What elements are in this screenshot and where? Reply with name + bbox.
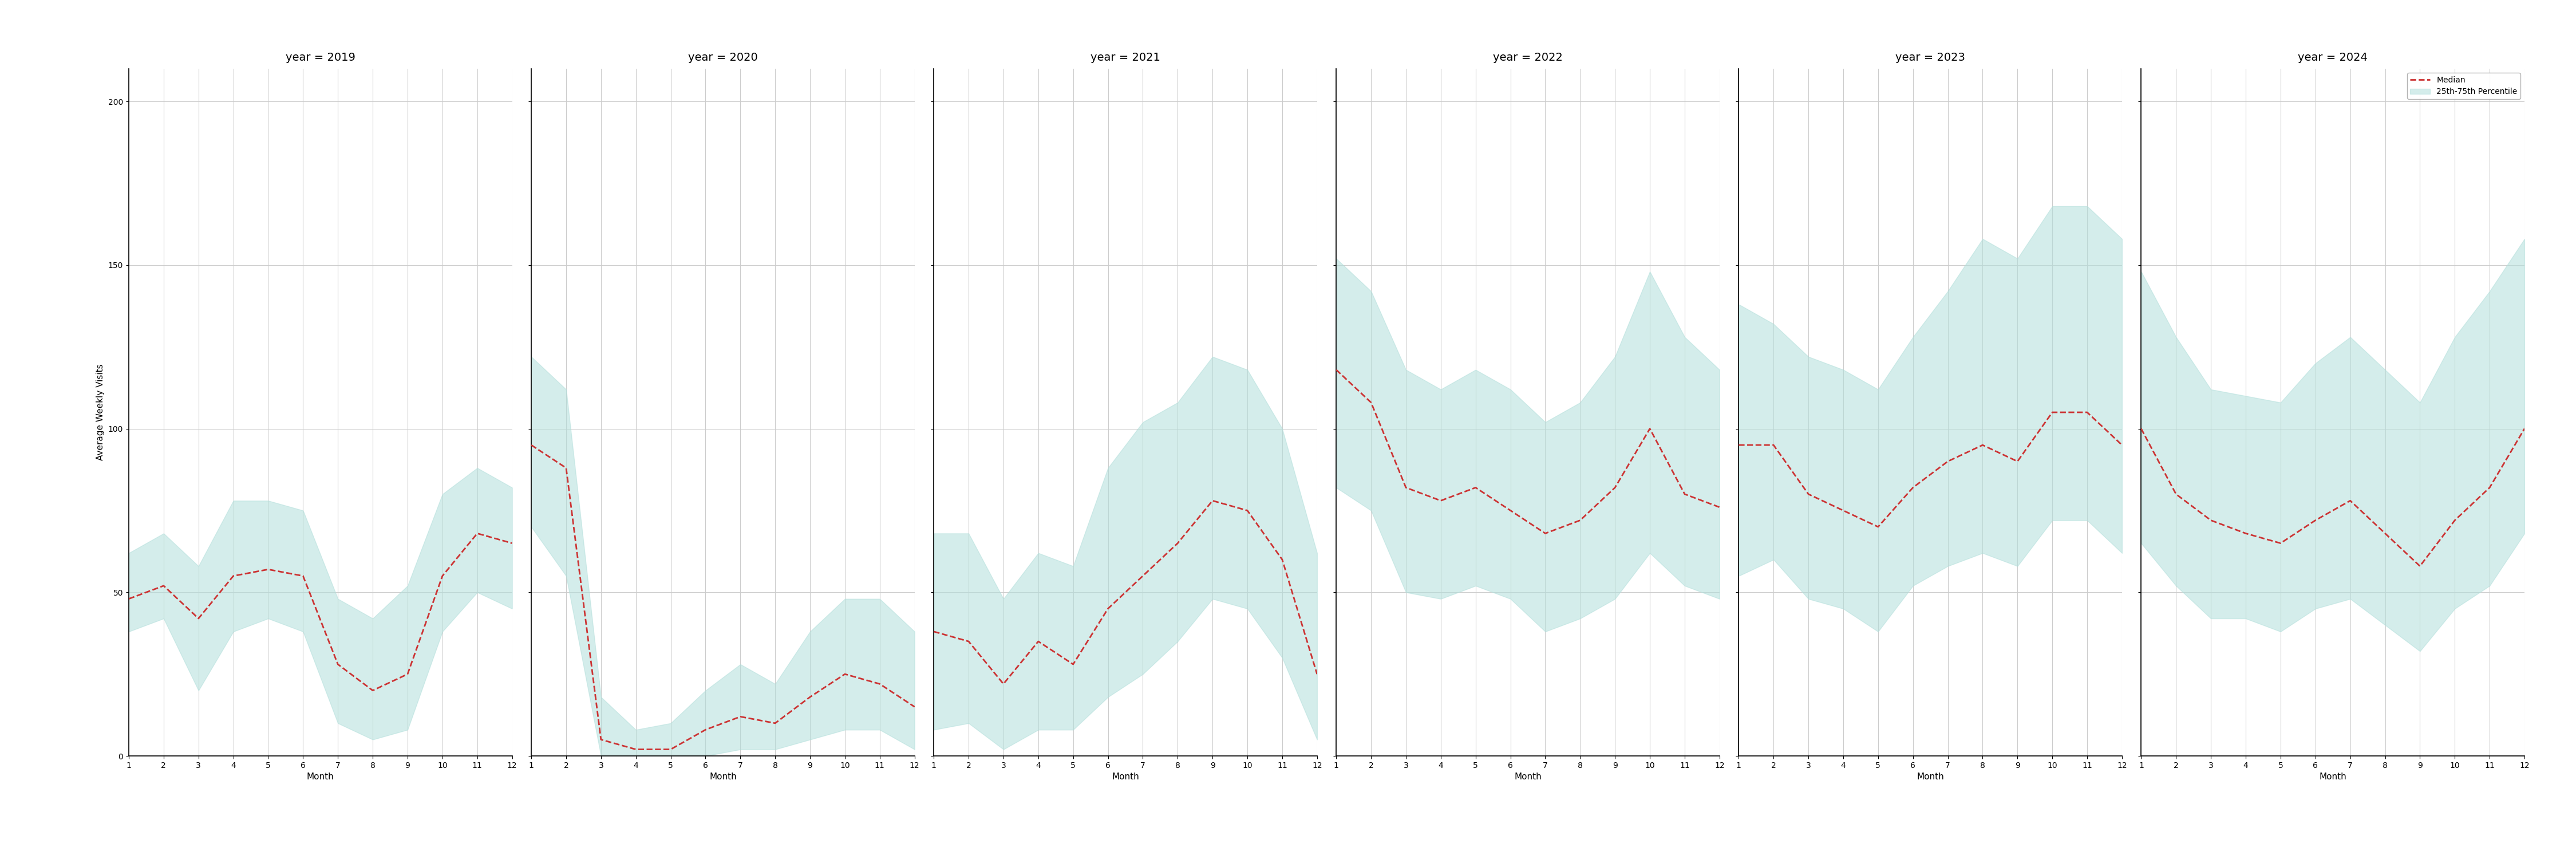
Median bbox=[289, 570, 319, 581]
Title: year = 2019: year = 2019 bbox=[286, 52, 355, 63]
Median bbox=[1633, 423, 1664, 434]
Median bbox=[621, 744, 652, 754]
Title: year = 2020: year = 2020 bbox=[688, 52, 757, 63]
X-axis label: Month: Month bbox=[2318, 773, 2347, 782]
Median bbox=[358, 685, 389, 696]
Median bbox=[2231, 528, 2262, 539]
Median bbox=[1198, 496, 1229, 506]
Title: year = 2022: year = 2022 bbox=[1494, 52, 1564, 63]
Median bbox=[793, 691, 824, 702]
Median bbox=[1669, 489, 1700, 499]
Title: year = 2021: year = 2021 bbox=[1090, 52, 1159, 63]
Median bbox=[2509, 423, 2540, 434]
Median bbox=[654, 744, 685, 754]
Median bbox=[2334, 496, 2365, 506]
X-axis label: Month: Month bbox=[708, 773, 737, 782]
X-axis label: Month: Month bbox=[1515, 773, 1540, 782]
Median bbox=[1530, 528, 1561, 539]
Median bbox=[2370, 528, 2401, 539]
Median bbox=[690, 725, 721, 735]
Median bbox=[149, 581, 180, 591]
Median bbox=[2473, 483, 2504, 493]
Median bbox=[1494, 505, 1525, 515]
Median bbox=[2038, 407, 2069, 417]
X-axis label: Month: Month bbox=[1113, 773, 1139, 782]
Median bbox=[1092, 604, 1123, 614]
Median bbox=[1461, 483, 1492, 493]
Median bbox=[1128, 570, 1159, 581]
Median bbox=[2125, 423, 2156, 434]
Median bbox=[1425, 496, 1455, 506]
Median bbox=[585, 734, 616, 745]
Line: Median: Median bbox=[531, 445, 914, 749]
Median bbox=[1705, 502, 1736, 512]
Median bbox=[113, 594, 144, 604]
Median bbox=[219, 570, 250, 581]
Median bbox=[2264, 538, 2295, 548]
Median bbox=[2107, 440, 2138, 450]
Median bbox=[1564, 515, 1595, 526]
Median bbox=[1899, 483, 1929, 493]
Median bbox=[1793, 489, 1824, 499]
Median bbox=[322, 659, 353, 669]
Median bbox=[2071, 407, 2102, 417]
Median bbox=[829, 669, 860, 679]
Median bbox=[1321, 364, 1352, 375]
Median bbox=[1932, 456, 1963, 466]
Median bbox=[1600, 483, 1631, 493]
Legend: Median, 25th-75th Percentile: Median, 25th-75th Percentile bbox=[2406, 73, 2519, 99]
Median bbox=[252, 564, 283, 575]
Line: Median: Median bbox=[129, 533, 513, 691]
Median bbox=[2300, 515, 2331, 526]
Median bbox=[428, 570, 459, 581]
Median bbox=[1391, 483, 1422, 493]
Median bbox=[2403, 561, 2434, 571]
Median bbox=[461, 528, 492, 539]
Median bbox=[2195, 515, 2226, 526]
Median bbox=[989, 679, 1020, 689]
Median bbox=[1355, 398, 1386, 408]
Title: year = 2023: year = 2023 bbox=[1896, 52, 1965, 63]
Median bbox=[1023, 637, 1054, 647]
X-axis label: Month: Month bbox=[1917, 773, 1945, 782]
Median bbox=[1059, 659, 1090, 669]
Median bbox=[1301, 669, 1332, 679]
Line: Median: Median bbox=[1739, 412, 2123, 527]
Line: Median: Median bbox=[933, 501, 1316, 684]
Median bbox=[1829, 505, 1860, 515]
Median bbox=[760, 718, 791, 728]
Median bbox=[551, 463, 582, 473]
Median bbox=[1267, 554, 1298, 564]
Median bbox=[1968, 440, 1999, 450]
Median bbox=[724, 711, 755, 722]
X-axis label: Month: Month bbox=[307, 773, 335, 782]
Median bbox=[1723, 440, 1754, 450]
Median bbox=[1162, 538, 1193, 548]
Median bbox=[2439, 515, 2470, 526]
Median bbox=[1862, 521, 1893, 532]
Line: Median: Median bbox=[2141, 429, 2524, 566]
Median bbox=[183, 613, 214, 624]
Title: year = 2024: year = 2024 bbox=[2298, 52, 2367, 63]
Median bbox=[953, 637, 984, 647]
Median bbox=[1231, 505, 1262, 515]
Line: Median: Median bbox=[1337, 369, 1721, 533]
Median bbox=[2161, 489, 2192, 499]
Median bbox=[1757, 440, 1788, 450]
Median bbox=[515, 440, 546, 450]
Y-axis label: Average Weekly Visits: Average Weekly Visits bbox=[95, 364, 106, 460]
Median bbox=[866, 679, 896, 689]
Median bbox=[392, 669, 422, 679]
Median bbox=[899, 702, 930, 712]
Median bbox=[2002, 456, 2032, 466]
Median bbox=[497, 538, 528, 548]
Median bbox=[917, 626, 948, 637]
